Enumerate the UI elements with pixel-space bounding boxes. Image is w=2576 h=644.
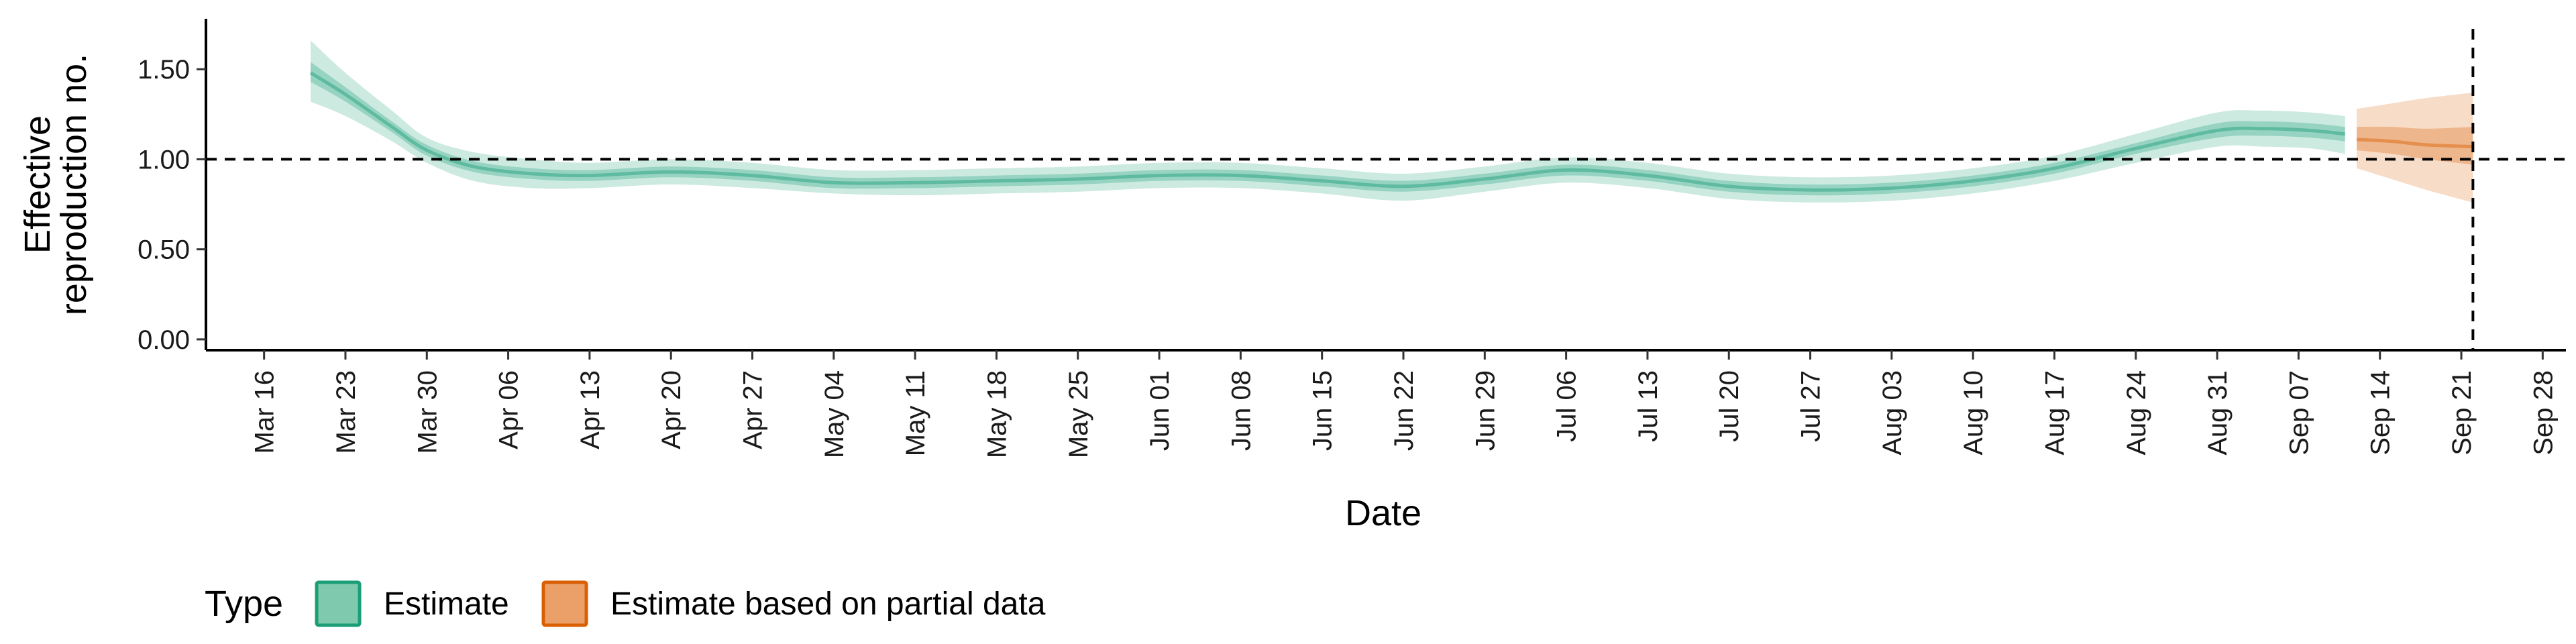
- x-tick-label: May 25: [1064, 370, 1093, 458]
- legend-label-estimate: Estimate: [384, 586, 509, 622]
- x-tick-label: Mar 23: [331, 370, 361, 454]
- x-tick-label: Jul 27: [1796, 370, 1826, 442]
- x-tick-label: Apr 13: [576, 370, 605, 449]
- x-tick-label: Aug 31: [2203, 370, 2233, 455]
- x-tick-label: May 18: [982, 370, 1012, 458]
- reference-lines: [206, 29, 2566, 350]
- x-tick-label: Jun 15: [1308, 370, 1338, 451]
- y-axis-ticks: 0.00 0.50 1.00 1.50: [138, 55, 206, 355]
- legend-label-partial: Estimate based on partial data: [610, 586, 1046, 622]
- x-tick-label: Apr 27: [739, 370, 768, 449]
- x-axis-ticks: Mar 16 Mar 23 Mar 30 Apr 06 Apr 13 Apr 20 Apr …: [250, 350, 2558, 458]
- x-tick-label: Sep 14: [2366, 370, 2396, 455]
- x-tick-label: Jun 01: [1145, 370, 1175, 451]
- axes: [205, 19, 2566, 352]
- y-axis-title-line-1: Effective: [17, 115, 58, 254]
- x-tick-label: Jul 13: [1633, 370, 1663, 442]
- x-tick-label: Jul 20: [1715, 370, 1744, 442]
- x-tick-label: Apr 20: [657, 370, 686, 449]
- y-tick-label: 0.00: [138, 325, 190, 355]
- median-line-partial: [2356, 138, 2473, 149]
- x-tick-label: Apr 06: [494, 370, 524, 449]
- y-tick-label: 0.50: [138, 235, 190, 265]
- x-axis-title: Date: [1345, 493, 1421, 533]
- x-tick-label: Aug 10: [1959, 370, 1988, 455]
- x-tick-label: Mar 30: [413, 370, 442, 454]
- legend-key-estimate: [315, 580, 362, 627]
- x-tick-label: Sep 28: [2528, 370, 2558, 455]
- median-line-estimate: [309, 71, 2345, 192]
- band-90-partial: [2357, 93, 2473, 203]
- uncertainty-bands: [311, 40, 2473, 203]
- x-tick-label: Aug 24: [2122, 370, 2151, 455]
- y-tick-label: 1.00: [138, 145, 190, 174]
- x-tick-label: Jul 06: [1552, 370, 1582, 442]
- x-tick-label: May 04: [820, 370, 849, 458]
- band-50-partial: [2357, 126, 2473, 165]
- y-tick-label: 1.50: [138, 55, 190, 85]
- y-axis-title-2: reproduction no.: [54, 54, 94, 315]
- legend-title: Type: [205, 584, 283, 624]
- x-tick-label: Jun 22: [1389, 370, 1419, 451]
- legend: Type Estimate Estimate based on partial …: [205, 580, 1046, 627]
- x-tick-label: Sep 21: [2447, 370, 2477, 455]
- x-tick-label: Sep 07: [2284, 370, 2314, 455]
- y-axis-title: Effective: [17, 115, 58, 254]
- median-lines: [309, 71, 2473, 192]
- x-tick-label: Jun 29: [1470, 370, 1500, 451]
- x-tick-label: Aug 03: [1878, 370, 1907, 455]
- y-axis-title-line-2: reproduction no.: [54, 54, 94, 315]
- x-tick-label: Aug 17: [2041, 370, 2070, 455]
- legend-key-partial: [541, 580, 588, 627]
- band-90-estimate: [311, 40, 2345, 203]
- x-tick-label: Mar 16: [250, 370, 280, 454]
- x-tick-label: May 11: [901, 370, 930, 456]
- x-tick-label: Jun 08: [1226, 370, 1256, 451]
